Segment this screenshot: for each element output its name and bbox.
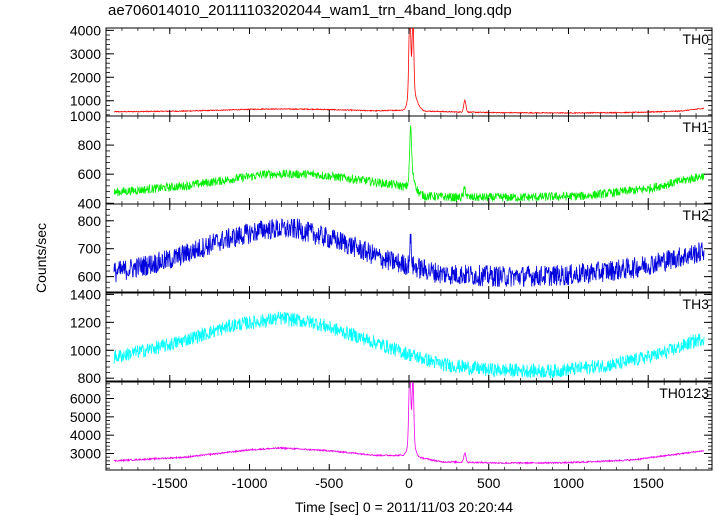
y-tick-label-TH2: 600 — [78, 269, 102, 285]
series-line-TH1 — [113, 125, 705, 202]
y-axis-label: Counts/sec — [33, 223, 49, 293]
y-tick-label-TH2: 700 — [78, 241, 102, 257]
series-line-TH0 — [113, 28, 705, 115]
panel-label-TH3: TH3 — [683, 296, 710, 312]
x-tick-label: 1500 — [633, 475, 664, 491]
x-tick-label: 500 — [477, 475, 501, 491]
chart-title: ae706014010_20111103202044_wam1_trn_4ban… — [108, 2, 512, 19]
y-tick-label-TH0: 4000 — [70, 22, 101, 38]
y-tick-label-TH1: 800 — [78, 137, 102, 153]
x-tick-label: -500 — [315, 475, 343, 491]
series-line-TH3 — [113, 311, 705, 379]
panel-label-TH2: TH2 — [683, 207, 710, 223]
panel-label-TH0123: TH0123 — [659, 385, 709, 401]
series-line-TH2 — [113, 218, 705, 288]
x-tick-label: 0 — [405, 475, 413, 491]
y-tick-label-TH0123: 3000 — [70, 446, 101, 462]
y-tick-label-TH3: 800 — [78, 370, 102, 386]
y-tick-label-TH1: 400 — [78, 195, 102, 211]
y-tick-label-TH3: 1400 — [70, 286, 101, 302]
y-tick-label-TH1: 1000 — [70, 108, 101, 124]
y-tick-label-TH3: 1200 — [70, 314, 101, 330]
y-tick-label-TH3: 1000 — [70, 342, 101, 358]
panel-label-TH1: TH1 — [683, 119, 710, 135]
x-tick-label: 1000 — [553, 475, 584, 491]
x-axis-label: Time [sec] 0 = 2011/11/03 20:20:44 — [295, 499, 513, 515]
series-line-TH0123 — [113, 382, 705, 465]
y-tick-label-TH0: 3000 — [70, 46, 101, 62]
y-tick-label-TH0123: 6000 — [70, 391, 101, 407]
y-tick-label-TH0123: 4000 — [70, 427, 101, 443]
panel-label-TH0: TH0 — [683, 31, 710, 47]
y-tick-label-TH0123: 5000 — [70, 409, 101, 425]
x-tick-label: -1000 — [232, 475, 268, 491]
y-tick-label-TH0: 2000 — [70, 69, 101, 85]
panel-frame-TH2 — [105, 203, 713, 293]
x-tick-label: -1500 — [152, 475, 188, 491]
y-tick-label-TH0: 1000 — [70, 93, 101, 109]
y-tick-label-TH2: 800 — [78, 213, 102, 229]
y-tick-label-TH1: 600 — [78, 166, 102, 182]
